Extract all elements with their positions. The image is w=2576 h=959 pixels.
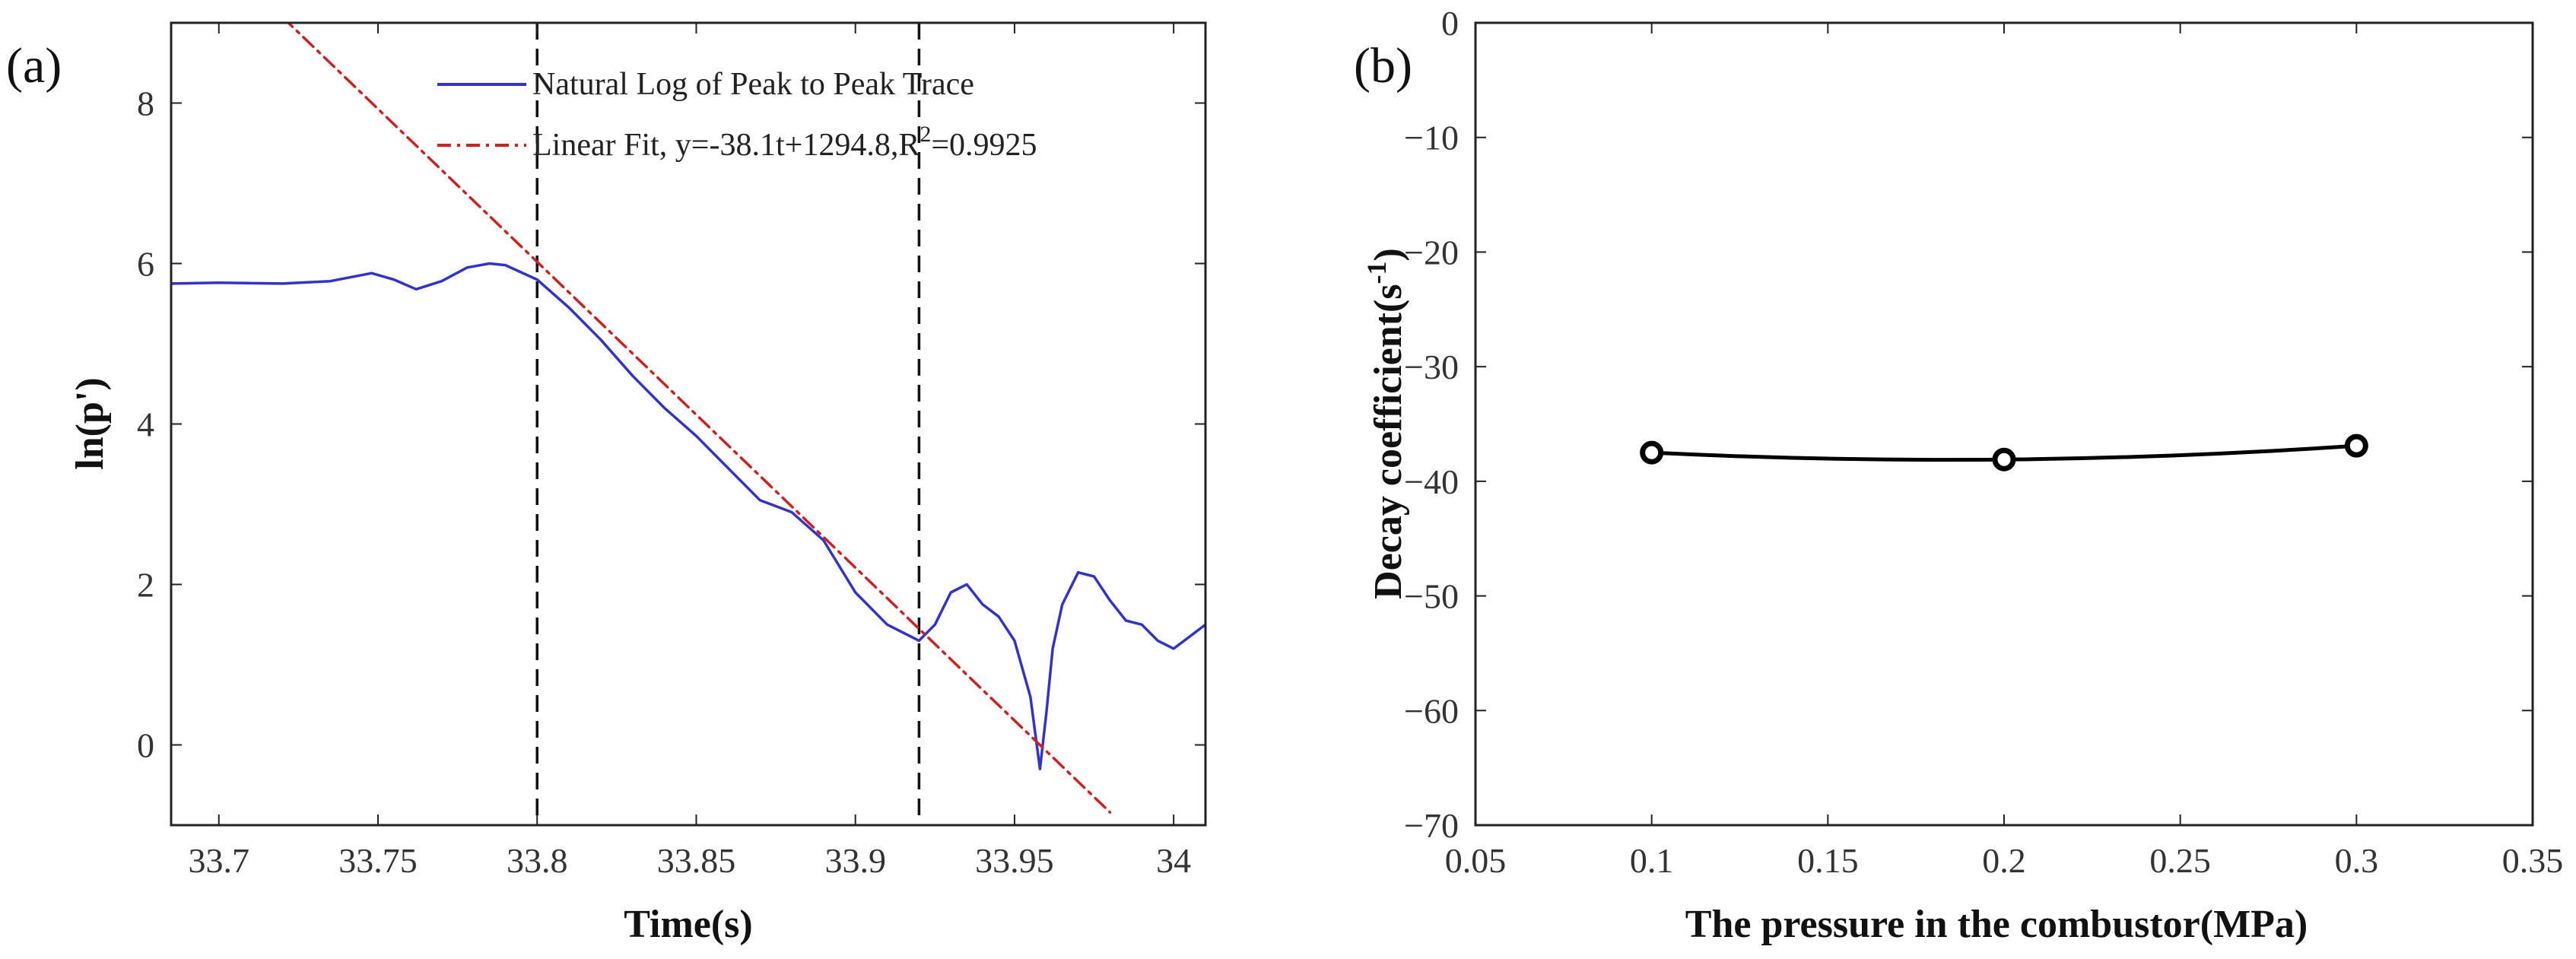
panel-a-label: (a) — [6, 38, 62, 94]
a-y-tick-label: 8 — [137, 84, 154, 123]
b-data-point — [1992, 447, 2016, 472]
panel-b-label: (b) — [1354, 38, 1412, 94]
a-x-tick-label: 33.75 — [338, 841, 418, 880]
b-plot-frame — [1474, 21, 2534, 827]
b-y-axis-label: Decay coefficient(s-1) — [1361, 248, 1410, 599]
b-y-tick-label: −60 — [1404, 691, 1459, 730]
b-x-tick-label: 0.25 — [2149, 841, 2211, 880]
a-series-line-0 — [171, 262, 1205, 770]
b-x-axis-label: The pressure in the combustor(MPa) — [1685, 903, 2308, 946]
a-x-tick-label: 33.8 — [507, 841, 568, 880]
a-y-axis-label: ln(p') — [68, 377, 112, 469]
a-legend-label-fit: Linear Fit, y=-38.1t+1294.8,R2=0.9925 — [532, 122, 1037, 163]
b-y-tick-label: −10 — [1404, 119, 1459, 157]
b-x-tick-label: 0.3 — [2335, 841, 2379, 880]
a-x-tick-label: 33.95 — [975, 841, 1054, 880]
a-x-tick-label: 33.85 — [657, 841, 736, 880]
b-data-point — [2344, 433, 2368, 458]
a-y-tick-label: 6 — [137, 245, 154, 284]
a-legend: Natural Log of Peak to Peak Trace Linear… — [437, 67, 1037, 163]
a-y-tick-label: 2 — [137, 566, 154, 605]
a-y-tick-label: 4 — [137, 405, 154, 444]
b-x-tick-label: 0.05 — [1445, 841, 1507, 880]
a-x-tick-label: 33.9 — [824, 841, 886, 880]
b-x-tick-label: 0.1 — [1630, 841, 1674, 880]
a-legend-label-trace: Natural Log of Peak to Peak Trace — [532, 67, 974, 102]
b-x-tick-label: 0.2 — [1982, 841, 2026, 880]
a-y-tick-label: 0 — [137, 726, 154, 765]
b-y-tick-label: −20 — [1404, 233, 1459, 272]
b-y-tick-label: 0 — [1441, 4, 1459, 43]
a-series-line-1 — [286, 23, 1112, 814]
panel-a: (a) 33.7 33.75 33.8 33.85 33.9 33.95 34 02468 … — [6, 21, 1207, 946]
b-y-tick-label: −40 — [1404, 462, 1459, 501]
a-x-tick-label: 34 — [1156, 841, 1191, 880]
b-data-point — [1640, 440, 1664, 465]
b-x-tick-label: 0.15 — [1797, 841, 1859, 880]
a-x-axis-label: Time(s) — [624, 903, 752, 946]
panel-b: (b) 0.05 0.1 0.15 0.2 0.25 0.3 0.35 −70 −60 −50 −… — [1354, 4, 2563, 946]
a-x-tick-label: 33.7 — [189, 841, 250, 880]
b-x-tick-label: 0.35 — [2502, 841, 2564, 880]
b-y-tick-label: −70 — [1404, 806, 1459, 845]
b-y-tick-label: −50 — [1404, 577, 1459, 616]
b-y-tick-label: −30 — [1404, 348, 1459, 386]
